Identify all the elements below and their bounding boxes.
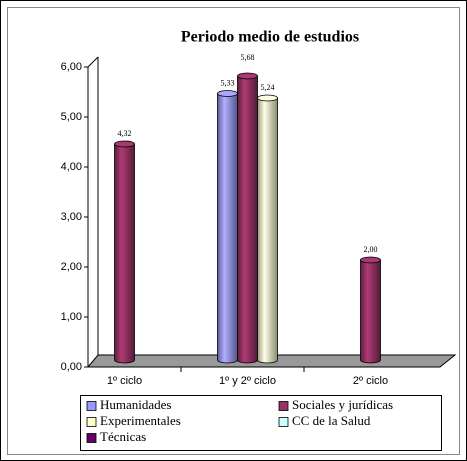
legend-swatch	[86, 401, 97, 411]
legend-swatch	[86, 417, 97, 427]
y-tick-label: 3,00	[61, 211, 82, 223]
bar	[237, 75, 258, 364]
legend-label: Humanidades	[100, 397, 171, 412]
value-label: 5,33	[221, 78, 235, 87]
legend	[80, 395, 442, 451]
y-tick-label: 4,00	[61, 161, 82, 173]
bar-top	[360, 256, 381, 264]
bar-top	[114, 140, 135, 148]
bar	[360, 259, 381, 364]
value-label: 4,32	[118, 129, 132, 138]
legend-label: Técnicas	[100, 429, 146, 444]
wall-top-edge	[87, 56, 99, 68]
bar-top	[237, 72, 258, 80]
legend-swatch	[278, 401, 289, 411]
y-tick-label: 0,00	[61, 361, 82, 373]
legend-label: CC de la Salud	[292, 413, 371, 428]
value-label: 5,24	[261, 83, 275, 92]
legend-swatch	[86, 433, 97, 443]
bar	[257, 97, 278, 364]
chart-title: Periodo medio de estudios	[181, 29, 359, 46]
legend-label: Experimentales	[100, 413, 181, 428]
value-label: 2,00	[364, 245, 378, 254]
bar-top	[257, 94, 278, 102]
bar	[114, 143, 135, 364]
bar-top	[217, 90, 238, 97]
y-tick-label: 6,00	[61, 61, 82, 73]
y-tick-label: 5,00	[61, 111, 82, 123]
legend-label: Sociales y jurídicas	[292, 397, 393, 412]
value-label: 5,68	[241, 53, 255, 62]
y-tick-label: 2,00	[61, 261, 82, 273]
bar	[217, 93, 238, 364]
y-tick-label: 1,00	[61, 311, 82, 323]
x-tick-label: 1º ciclo	[107, 375, 142, 387]
legend-swatch	[278, 417, 289, 427]
x-tick-label: 2º ciclo	[353, 375, 388, 387]
x-tick-label: 1º y 2º ciclo	[219, 375, 276, 387]
